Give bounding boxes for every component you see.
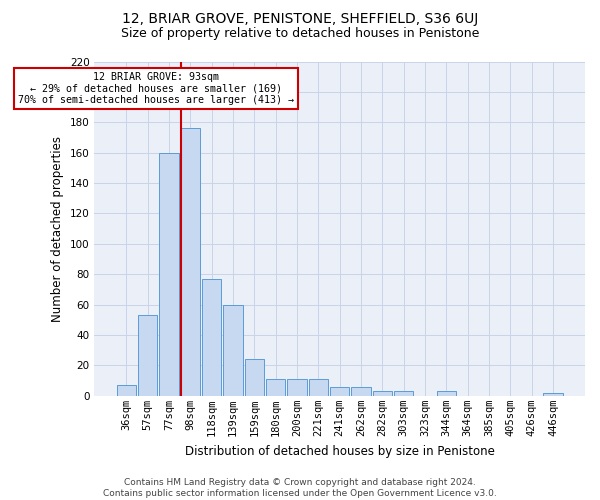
Bar [287, 379, 307, 396]
Bar [138, 316, 157, 396]
Bar [223, 304, 242, 396]
Text: Size of property relative to detached houses in Penistone: Size of property relative to detached ho… [121, 28, 479, 40]
Bar [160, 152, 179, 396]
Bar [117, 385, 136, 396]
Text: 12, BRIAR GROVE, PENISTONE, SHEFFIELD, S36 6UJ: 12, BRIAR GROVE, PENISTONE, SHEFFIELD, S… [122, 12, 478, 26]
Y-axis label: Number of detached properties: Number of detached properties [51, 136, 64, 322]
Bar [373, 392, 392, 396]
Text: 12 BRIAR GROVE: 93sqm
← 29% of detached houses are smaller (169)
70% of semi-det: 12 BRIAR GROVE: 93sqm ← 29% of detached … [18, 72, 294, 106]
Bar [181, 128, 200, 396]
Bar [394, 392, 413, 396]
Bar [437, 392, 456, 396]
Bar [202, 279, 221, 396]
Bar [544, 393, 563, 396]
Bar [352, 387, 371, 396]
Text: Contains HM Land Registry data © Crown copyright and database right 2024.
Contai: Contains HM Land Registry data © Crown c… [103, 478, 497, 498]
Bar [245, 360, 264, 396]
Bar [309, 379, 328, 396]
X-axis label: Distribution of detached houses by size in Penistone: Distribution of detached houses by size … [185, 444, 494, 458]
Bar [266, 379, 286, 396]
Bar [330, 387, 349, 396]
